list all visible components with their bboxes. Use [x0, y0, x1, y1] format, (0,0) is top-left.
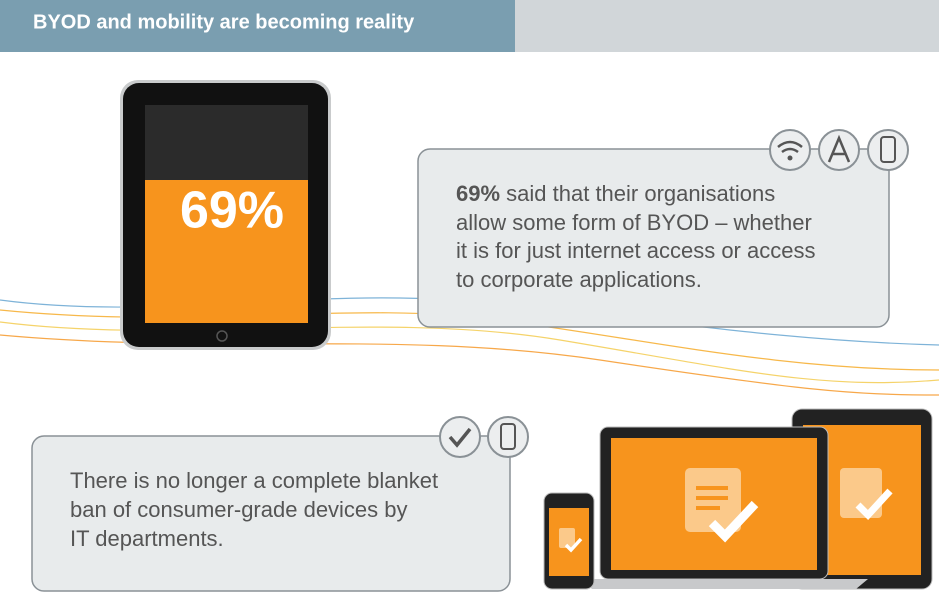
callout-2: There is no longer a complete blanket ba…	[31, 416, 529, 592]
tablet-label: 69%	[180, 182, 284, 240]
tablet-fill	[145, 180, 308, 323]
header-bar	[0, 0, 515, 52]
line: ban of consumer-grade devices by	[70, 497, 408, 522]
line: it is for just internet access or access	[456, 238, 815, 263]
line: There is no longer a complete blanket	[70, 468, 438, 493]
tablet: 69%	[120, 80, 331, 350]
callout-1: 69% said that their organisations allow …	[417, 129, 909, 328]
line: IT departments.	[70, 526, 224, 551]
highlight: 69%	[456, 181, 500, 206]
line: to corporate applications.	[456, 267, 702, 292]
devices	[543, 408, 933, 590]
line: said that their organisations	[500, 181, 775, 206]
callout-text: 69% said that their organisations	[456, 181, 775, 206]
header-title: BYOD and mobility are becoming reality	[33, 11, 415, 33]
line: allow some form of BYOD – whether	[456, 210, 812, 235]
